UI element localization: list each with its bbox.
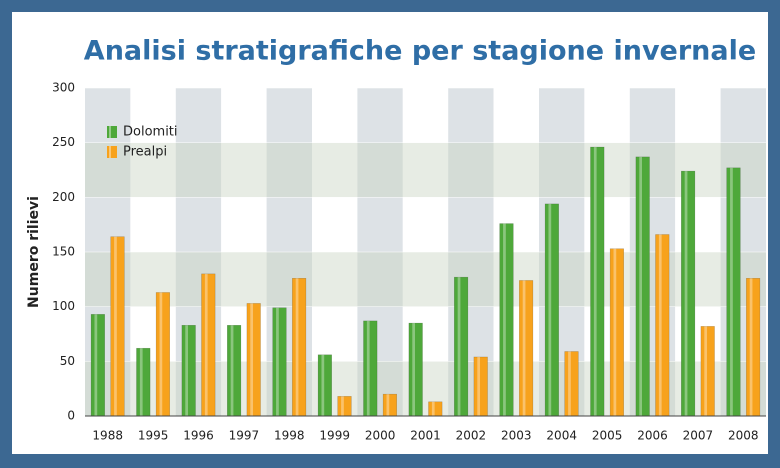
bar-highlight [159,292,163,416]
bar [337,396,352,417]
bar [90,314,105,417]
x-tick-label: 2005 [592,429,623,443]
bar-highlight [684,171,688,416]
bar-highlight [548,203,552,416]
bar-highlight [250,303,254,416]
bar [700,326,715,417]
x-tick-label: 2003 [501,429,532,443]
bar [635,156,650,417]
bar-highlight [639,156,643,416]
bar-highlight [568,351,571,416]
legend-swatch [107,146,117,158]
x-tick-label: 1995 [138,429,169,443]
x-tick-label: 1996 [183,429,214,443]
bar [544,203,559,417]
y-axis-label: Numero rilievi [26,196,42,308]
bar [292,277,307,417]
x-tick-label: 1988 [92,429,123,443]
bar [136,347,151,417]
bar-highlight [593,147,597,417]
bar-highlight [94,314,98,416]
bar-highlight [704,326,708,416]
bar-highlight [114,236,117,416]
x-tick-label: 2008 [728,429,759,443]
bar [609,248,624,417]
bar-highlight [139,348,143,416]
y-tick-label: 150 [52,245,75,259]
bar [363,320,378,417]
bar [110,236,125,417]
bar-highlight [321,354,325,416]
legend-swatch-highlight [109,126,111,138]
bar [681,170,696,417]
bar-highlight [749,278,753,416]
row-band [85,361,766,416]
bar [382,393,397,417]
x-tick-label: 1998 [274,429,305,443]
bar [408,322,423,417]
bar [564,351,579,417]
bar [155,292,170,417]
bar-highlight [276,307,279,416]
y-tick-label: 250 [52,135,75,149]
x-tick-label: 1997 [229,429,260,443]
y-tick-label: 100 [52,299,75,313]
x-tick-label: 2001 [410,429,441,443]
bar [519,280,534,417]
bar-highlight [295,278,299,416]
bar [272,307,287,417]
bar [428,401,443,417]
row-band [85,252,766,307]
bar-highlight [477,356,481,416]
x-tick-label: 2007 [683,429,714,443]
y-tick-label: 0 [67,409,75,423]
bar-highlight [613,248,617,416]
bar-highlight [230,325,234,416]
bar [473,356,488,417]
x-tick-label: 2004 [546,429,577,443]
bar-highlight [457,277,461,416]
bar-highlight [412,323,416,416]
y-tick-label: 50 [60,354,75,368]
bar [246,303,261,417]
x-tick-label: 1999 [319,429,350,443]
y-tick-label: 300 [52,81,75,95]
bar-highlight [658,234,662,416]
y-tick-label: 200 [52,190,75,204]
bar [227,325,242,417]
x-tick-label: 2000 [365,429,396,443]
legend-swatch [107,126,117,138]
bar [317,354,332,417]
plot [90,146,761,417]
bar-highlight [366,320,370,416]
bar-highlight [341,396,344,416]
bar [181,325,196,417]
bar [201,273,216,417]
bar [655,234,670,417]
bar-highlight [522,280,526,416]
bar-highlight [730,167,733,416]
chart-title: Analisi stratigrafiche per stagione inve… [84,36,756,67]
bar-highlight [204,273,208,416]
bar [590,146,605,417]
legend-label: Prealpi [123,145,167,160]
bar [746,277,761,417]
bar [499,223,514,417]
bar [726,167,741,417]
bar [454,276,469,417]
bar-highlight [185,325,189,416]
bar-highlight [386,394,390,416]
row-band [85,142,766,198]
legend-swatch-highlight [109,146,111,158]
x-tick-label: 2006 [637,429,668,443]
bar-highlight [431,401,435,416]
bar-highlight [503,223,506,416]
legend-label: Dolomiti [123,125,178,140]
x-tick-label: 2002 [456,429,487,443]
